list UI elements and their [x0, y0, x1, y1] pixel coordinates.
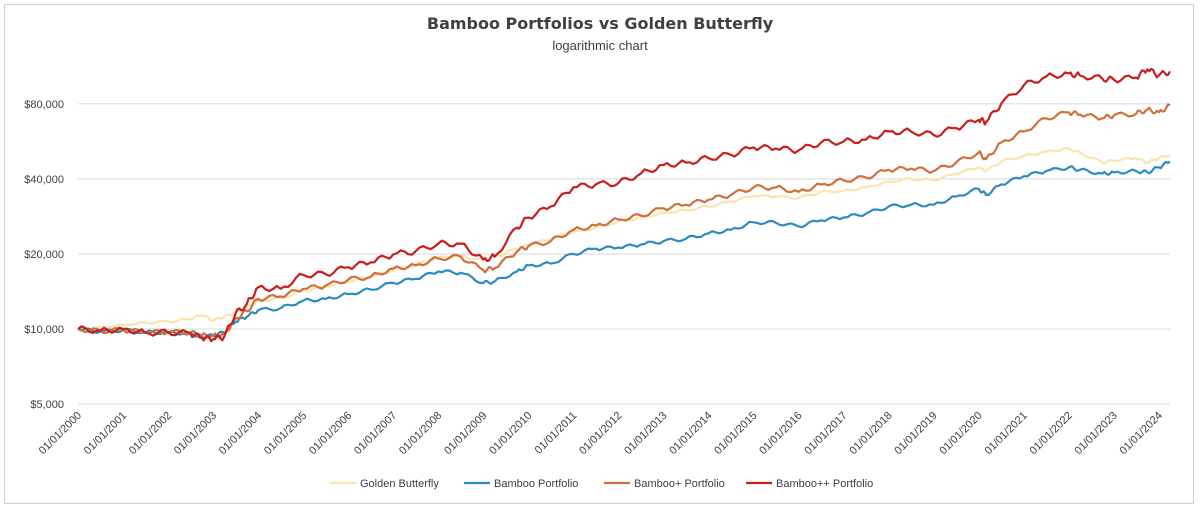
legend-label: Bamboo++ Portfolio: [776, 478, 873, 490]
y-tick-label: $20,000: [24, 249, 64, 261]
x-tick-label: 01/01/2010: [487, 410, 534, 457]
x-tick-label: 01/01/2023: [1072, 410, 1119, 457]
x-tick-label: 01/01/2020: [937, 410, 984, 457]
y-tick-label: $5,000: [30, 399, 64, 411]
y-axis-ticks: $5,000 $10,000 $20,000 $40,000 $80,000: [24, 99, 64, 411]
x-tick-label: 01/01/2006: [307, 410, 354, 457]
chart-title: Bamboo Portfolios vs Golden Butterfly: [426, 14, 774, 33]
x-tick-label: 01/01/2007: [352, 410, 399, 457]
x-tick-label: 01/01/2018: [847, 410, 894, 457]
series-line-bamboo-portfolio: [77, 67, 1171, 343]
series-line-bamboo-portfolio: [77, 103, 1171, 340]
series-line-bamboo-portfolio: [77, 160, 1171, 340]
y-tick-label: $80,000: [24, 99, 64, 111]
x-tick-label: 01/01/2004: [217, 410, 264, 457]
x-tick-label: 01/01/2005: [262, 410, 309, 457]
y-tick-label: $10,000: [24, 324, 64, 336]
x-tick-label: 01/01/2001: [82, 410, 129, 457]
series-line-golden-butterfly: [77, 147, 1171, 331]
x-tick-label: 01/01/2000: [37, 410, 84, 457]
x-tick-label: 01/01/2022: [1027, 410, 1074, 457]
series-lines: [77, 67, 1171, 343]
x-tick-label: 01/01/2013: [622, 410, 669, 457]
legend: Golden Butterfly Bamboo Portfolio Bamboo+ …: [330, 478, 873, 490]
y-tick-label: $40,000: [24, 174, 64, 186]
gridlines: [78, 103, 1170, 405]
x-tick-label: 01/01/2017: [802, 410, 849, 457]
legend-label: Bamboo Portfolio: [494, 478, 578, 490]
x-tick-label: 01/01/2002: [127, 410, 174, 457]
x-tick-label: 01/01/2021: [982, 410, 1029, 457]
x-tick-label: 01/01/2019: [892, 410, 939, 457]
x-tick-label: 01/01/2016: [757, 410, 804, 457]
x-tick-label: 01/01/2015: [712, 410, 759, 457]
chart-subtitle: logarithmic chart: [552, 38, 648, 53]
x-tick-label: 01/01/2012: [577, 410, 624, 457]
x-axis-ticks: 01/01/200001/01/200101/01/200201/01/2003…: [37, 410, 1165, 457]
x-tick-label: 01/01/2008: [397, 410, 444, 457]
x-tick-label: 01/01/2011: [533, 410, 580, 457]
legend-label: Golden Butterfly: [360, 478, 439, 490]
legend-label: Bamboo+ Portfolio: [634, 478, 725, 490]
x-tick-label: 01/01/2024: [1117, 410, 1164, 457]
x-tick-label: 01/01/2003: [172, 410, 219, 457]
x-tick-label: 01/01/2014: [667, 410, 714, 457]
x-tick-label: 01/01/2009: [442, 410, 489, 457]
